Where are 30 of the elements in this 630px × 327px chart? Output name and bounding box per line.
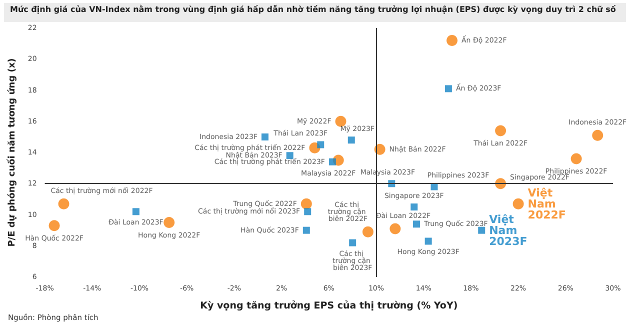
point — [164, 217, 175, 228]
point — [362, 226, 374, 238]
point — [348, 136, 355, 144]
chart-title: Mức định giá của VN-Index nằm trong vùng định giá hấp dẫn nhờ tiềm năng tăng trưởng lợi nhuận (EPS) được kỳ vọng duy trì 2 chữ số — [4, 3, 626, 22]
y-axis-title: P/E dự phóng cuối năm tương ứng (x) — [6, 58, 18, 247]
point — [349, 239, 356, 246]
point — [495, 125, 506, 136]
point — [317, 141, 324, 148]
point — [424, 238, 432, 245]
point — [48, 220, 60, 232]
point — [512, 198, 524, 210]
point — [413, 220, 420, 228]
point — [300, 198, 312, 210]
point — [328, 158, 336, 166]
point — [132, 208, 140, 216]
data-label: Việt Nam 2022F — [528, 186, 566, 222]
point — [304, 208, 312, 216]
point — [390, 223, 401, 234]
point — [444, 85, 452, 92]
point — [570, 153, 582, 164]
point — [261, 133, 268, 140]
data-label: Việt Nam 2023F — [489, 212, 528, 248]
point — [592, 130, 604, 141]
point — [335, 116, 346, 127]
point — [58, 198, 70, 210]
point — [446, 34, 458, 46]
point — [478, 226, 486, 234]
x-axis-title: Kỳ vọng tăng trưởng EPS của thị trường (% YoY) — [200, 300, 458, 312]
point — [302, 226, 310, 234]
point — [410, 203, 418, 210]
